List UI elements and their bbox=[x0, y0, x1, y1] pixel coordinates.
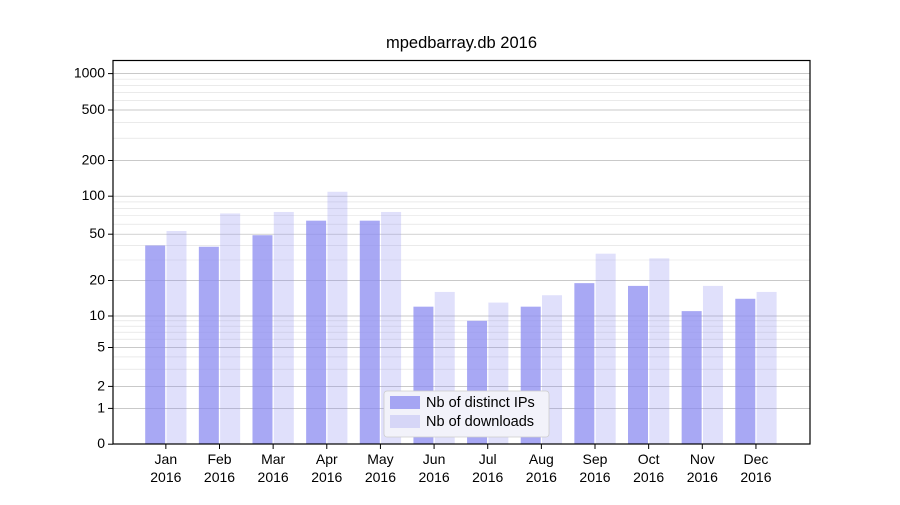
svg-text:Nov: Nov bbox=[690, 451, 715, 467]
svg-text:2016: 2016 bbox=[687, 469, 718, 485]
svg-text:200: 200 bbox=[82, 152, 106, 168]
svg-text:Nb of distinct IPs: Nb of distinct IPs bbox=[426, 395, 535, 411]
svg-text:500: 500 bbox=[82, 101, 106, 117]
svg-text:50: 50 bbox=[89, 225, 105, 241]
svg-text:2016: 2016 bbox=[419, 469, 450, 485]
svg-text:Nb of downloads: Nb of downloads bbox=[426, 414, 534, 430]
svg-text:0: 0 bbox=[97, 435, 105, 451]
svg-text:2016: 2016 bbox=[633, 469, 664, 485]
svg-text:2016: 2016 bbox=[526, 469, 557, 485]
svg-text:1000: 1000 bbox=[74, 65, 105, 81]
svg-text:Jul: Jul bbox=[479, 451, 497, 467]
svg-text:2016: 2016 bbox=[365, 469, 396, 485]
svg-text:100: 100 bbox=[82, 187, 106, 203]
svg-text:2016: 2016 bbox=[472, 469, 503, 485]
svg-text:1: 1 bbox=[97, 399, 105, 415]
svg-text:Oct: Oct bbox=[638, 451, 660, 467]
svg-text:Dec: Dec bbox=[743, 451, 768, 467]
svg-text:2016: 2016 bbox=[740, 469, 771, 485]
svg-text:2016: 2016 bbox=[258, 469, 289, 485]
svg-text:2016: 2016 bbox=[311, 469, 342, 485]
svg-text:2016: 2016 bbox=[204, 469, 235, 485]
svg-text:2016: 2016 bbox=[579, 469, 610, 485]
svg-text:10: 10 bbox=[89, 307, 105, 323]
svg-text:Mar: Mar bbox=[261, 451, 285, 467]
svg-text:2: 2 bbox=[97, 377, 105, 393]
svg-text:5: 5 bbox=[97, 339, 105, 355]
svg-text:Apr: Apr bbox=[316, 451, 338, 467]
svg-text:mpedbarray.db 2016: mpedbarray.db 2016 bbox=[386, 34, 537, 52]
svg-text:Sep: Sep bbox=[583, 451, 608, 467]
svg-text:20: 20 bbox=[89, 272, 105, 288]
svg-text:Jun: Jun bbox=[423, 451, 446, 467]
svg-text:May: May bbox=[367, 451, 393, 467]
svg-text:2016: 2016 bbox=[150, 469, 181, 485]
svg-text:Aug: Aug bbox=[529, 451, 554, 467]
svg-text:Feb: Feb bbox=[207, 451, 231, 467]
svg-text:Jan: Jan bbox=[155, 451, 178, 467]
